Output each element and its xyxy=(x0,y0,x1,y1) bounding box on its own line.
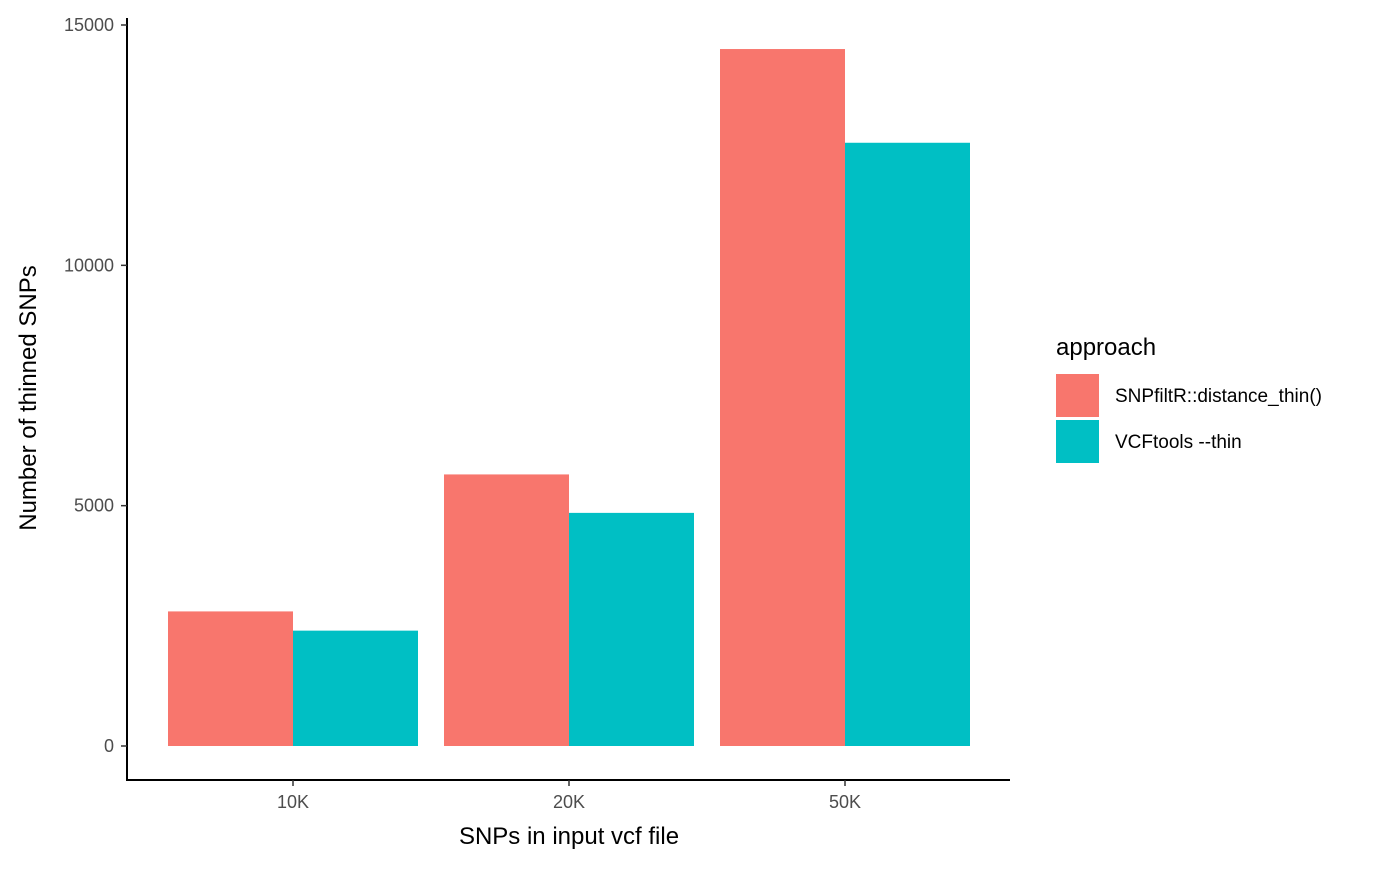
legend-swatch-1 xyxy=(1056,374,1099,417)
bar-10K-series-2 xyxy=(293,630,418,746)
bar-50K-series-2 xyxy=(845,142,970,747)
bar-20K-series-1 xyxy=(444,474,569,746)
legend: approach SNPfiltR::distance_thin()VCFtoo… xyxy=(1056,334,1322,463)
y-tick-label: 15000 xyxy=(64,15,114,35)
legend-label-1: SNPfiltR::distance_thin() xyxy=(1115,386,1322,407)
x-tick-label: 10K xyxy=(277,792,309,812)
legend-label-2: VCFtools --thin xyxy=(1115,432,1242,453)
x-ticks-group: 10K 20K 50K xyxy=(277,780,861,812)
y-axis-title: Number of thinned SNPs xyxy=(15,265,42,530)
bar-20K-series-2 xyxy=(569,512,694,746)
y-tick-label: 5000 xyxy=(74,496,114,516)
legend-swatch-2 xyxy=(1056,420,1099,463)
bar-50K-series-1 xyxy=(720,49,845,747)
legend-title: approach xyxy=(1056,334,1156,361)
x-axis-title: SNPs in input vcf file xyxy=(459,823,679,850)
x-tick-label: 50K xyxy=(829,792,861,812)
bars-group xyxy=(168,49,970,747)
bar-10K-series-1 xyxy=(168,611,293,746)
y-tick-label: 0 xyxy=(104,736,114,756)
x-tick-label: 20K xyxy=(553,792,585,812)
legend-items: SNPfiltR::distance_thin()VCFtools --thin xyxy=(1056,374,1322,463)
y-ticks-group: 0 5000 10000 15000 xyxy=(64,15,127,756)
y-tick-label: 10000 xyxy=(64,255,114,275)
axes-group xyxy=(126,18,1010,781)
